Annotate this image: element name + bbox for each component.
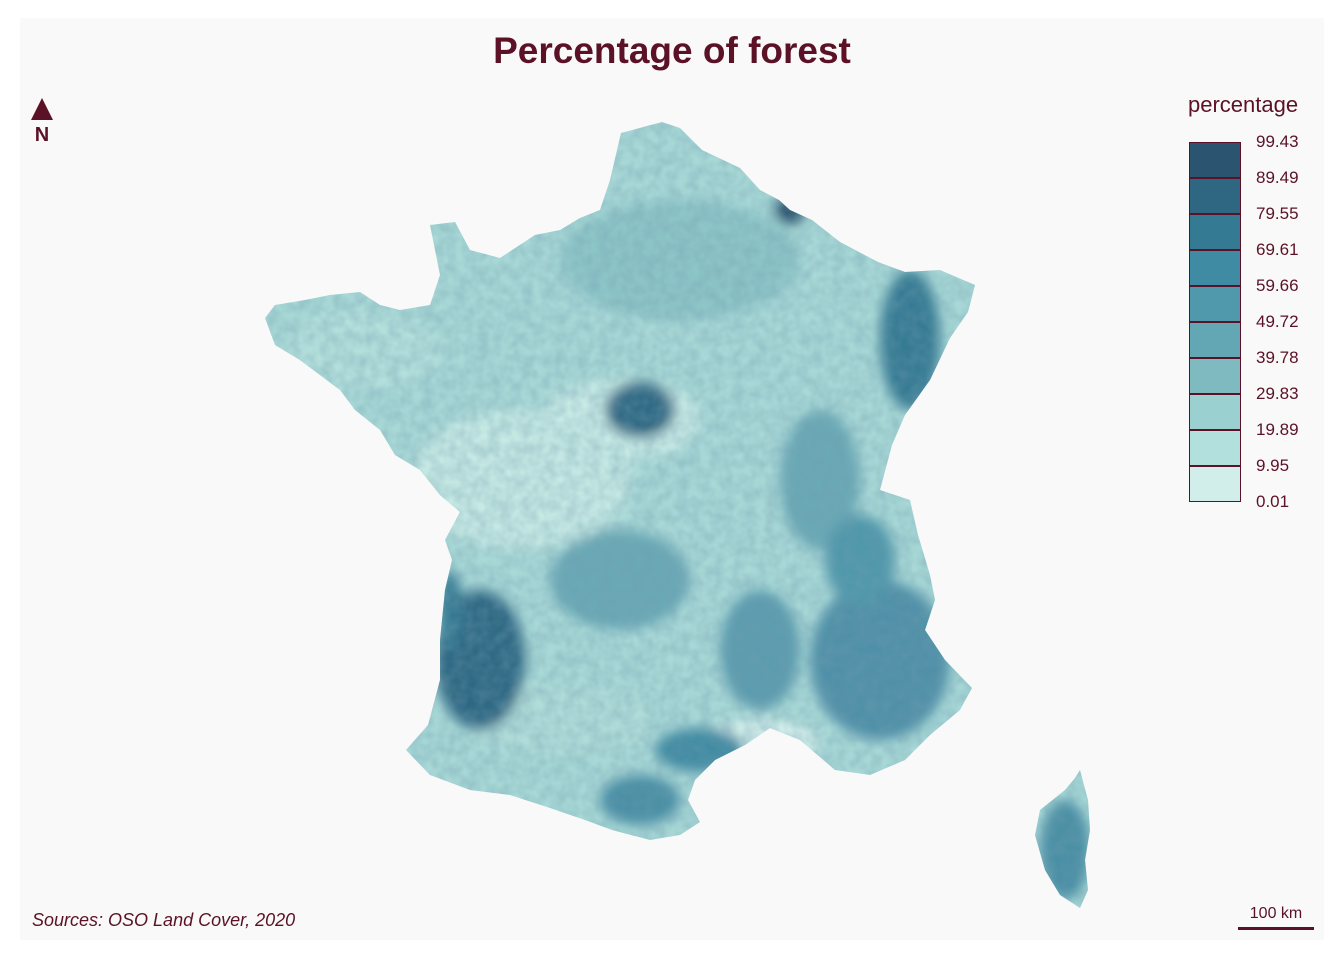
north-arrow-icon	[31, 98, 53, 120]
legend-break-label: 79.55	[1256, 204, 1299, 223]
legend-swatch	[1189, 286, 1241, 322]
legend-break-label: 19.89	[1256, 420, 1299, 439]
legend-break-label: 29.83	[1256, 384, 1299, 403]
legend-break-label: 9.95	[1256, 456, 1290, 475]
map-title: Percentage of forest	[493, 30, 851, 71]
scale-bar-label: 100 km	[1249, 905, 1303, 922]
legend-break-label: 89.49	[1256, 168, 1299, 187]
legend-swatch	[1189, 250, 1241, 286]
legend-swatch	[1189, 142, 1241, 178]
scale-bar-line	[1238, 927, 1314, 930]
legend-swatch	[1189, 178, 1241, 214]
legend-break-label: 59.66	[1256, 276, 1299, 295]
forest-choropleth	[265, 122, 1090, 908]
legend-title: percentage	[1188, 92, 1299, 117]
scale-bar: 100 km	[1238, 905, 1314, 931]
legend-swatch	[1189, 394, 1241, 430]
legend-break-label: 39.78	[1256, 348, 1299, 367]
legend-swatch	[1189, 466, 1241, 502]
north-label: N	[34, 124, 50, 146]
legend-break-label: 49.72	[1256, 312, 1299, 331]
source-caption: Sources: OSO Land Cover, 2020	[32, 910, 296, 930]
north-arrow: N	[28, 96, 56, 150]
legend-swatch	[1189, 430, 1241, 466]
legend-break-label: 99.43	[1256, 132, 1299, 151]
legend-break-label: 0.01	[1256, 492, 1290, 511]
legend-swatch	[1189, 214, 1241, 250]
legend-swatch	[1189, 322, 1241, 358]
legend-swatch	[1189, 358, 1241, 394]
legend: percentage 99.43 89.49 79.55 69.61 59.66 49.7…	[1186, 92, 1336, 522]
legend-break-label: 69.61	[1256, 240, 1299, 259]
